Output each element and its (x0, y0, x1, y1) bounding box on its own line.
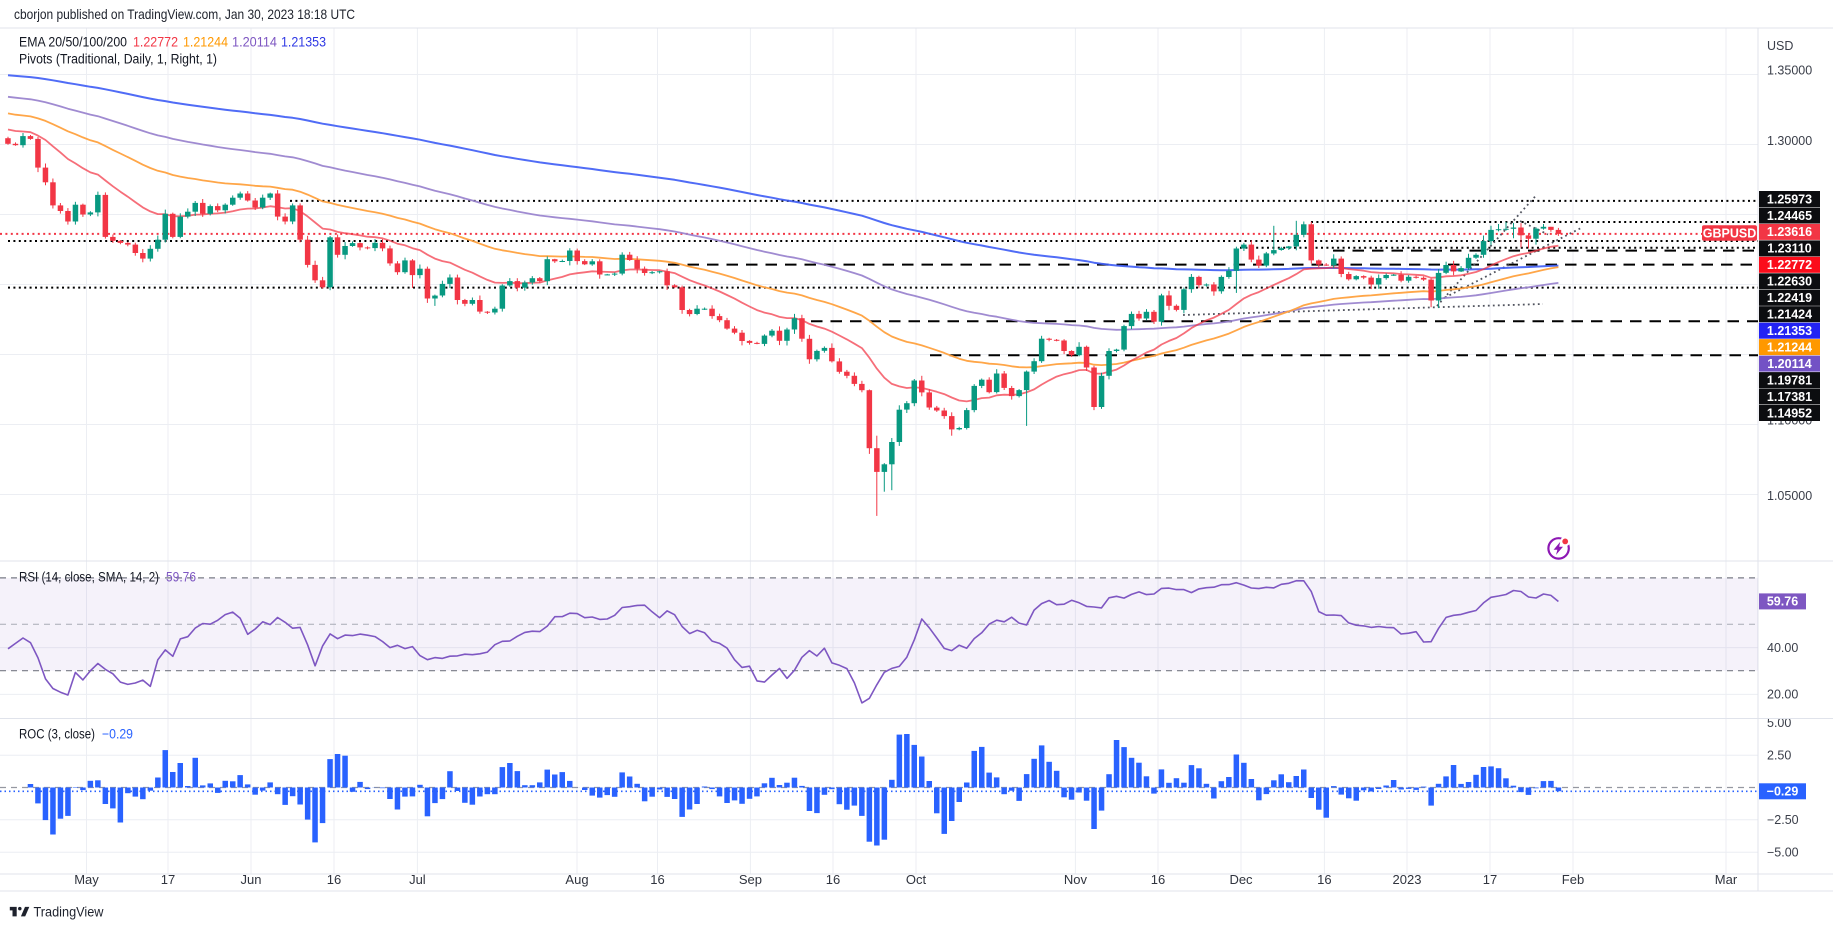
svg-text:May: May (74, 872, 99, 887)
svg-text:1.23616: 1.23616 (1767, 225, 1812, 239)
svg-text:Mar: Mar (1715, 872, 1738, 887)
svg-text:1.22630: 1.22630 (1767, 275, 1812, 289)
svg-text:16: 16 (327, 872, 341, 887)
svg-text:16: 16 (1317, 872, 1331, 887)
svg-text:EMA 20/50/100/200: EMA 20/50/100/200 (19, 35, 127, 50)
svg-text:1.22772: 1.22772 (1767, 258, 1812, 272)
svg-text:1.35000: 1.35000 (1767, 64, 1812, 78)
svg-text:1.21353: 1.21353 (281, 35, 326, 50)
svg-text:1.20114: 1.20114 (1767, 357, 1812, 371)
svg-text:−5.00: −5.00 (1767, 845, 1799, 859)
svg-text:1.25973: 1.25973 (1767, 192, 1812, 206)
svg-text:Aug: Aug (565, 872, 588, 887)
svg-text:Pivots (Traditional, Daily, 1,: Pivots (Traditional, Daily, 1, Right, 1) (19, 52, 217, 67)
svg-text:Jun: Jun (241, 872, 262, 887)
svg-text:2.50: 2.50 (1767, 749, 1791, 763)
svg-text:1.17381: 1.17381 (1767, 390, 1812, 404)
svg-text:1.21424: 1.21424 (1767, 308, 1812, 322)
svg-text:1.23110: 1.23110 (1767, 242, 1812, 256)
svg-text:1.30000: 1.30000 (1767, 134, 1812, 148)
svg-text:1.24465: 1.24465 (1767, 209, 1812, 223)
svg-text:1.05000: 1.05000 (1767, 489, 1812, 503)
svg-text:ROC (3, close): ROC (3, close) (19, 727, 95, 742)
svg-text:1.19781: 1.19781 (1767, 373, 1812, 387)
svg-text:−0.29: −0.29 (1767, 785, 1799, 799)
svg-text:Jul: Jul (409, 872, 426, 887)
svg-text:1.22419: 1.22419 (1767, 291, 1812, 305)
svg-text:GBPUSD: GBPUSD (1703, 226, 1756, 240)
svg-text:Oct: Oct (906, 872, 927, 887)
svg-text:TradingView: TradingView (34, 905, 104, 920)
svg-text:16: 16 (826, 872, 840, 887)
svg-text:−0.29: −0.29 (102, 727, 133, 742)
svg-text:1.21353: 1.21353 (1767, 324, 1812, 338)
svg-text:40.00: 40.00 (1767, 641, 1798, 655)
svg-text:cborjon published on TradingVi: cborjon published on TradingView.com, Ja… (14, 6, 355, 22)
svg-text:2023: 2023 (1393, 872, 1422, 887)
svg-text:17: 17 (1483, 872, 1497, 887)
svg-text:16: 16 (650, 872, 664, 887)
svg-text:USD: USD (1767, 39, 1793, 53)
svg-text:59.76: 59.76 (166, 570, 196, 585)
svg-text:RSI (14, close, SMA, 14, 2): RSI (14, close, SMA, 14, 2) (19, 570, 159, 585)
svg-text:59.76: 59.76 (1767, 595, 1798, 609)
svg-text:1.20114: 1.20114 (232, 35, 277, 50)
svg-text:1.14952: 1.14952 (1767, 406, 1812, 420)
svg-text:Dec: Dec (1229, 872, 1253, 887)
svg-text:20.00: 20.00 (1767, 688, 1798, 702)
svg-text:1.21244: 1.21244 (183, 35, 228, 50)
svg-text:17: 17 (161, 872, 175, 887)
svg-text:Sep: Sep (739, 872, 762, 887)
svg-text:Feb: Feb (1562, 872, 1584, 887)
svg-text:1.21244: 1.21244 (1767, 340, 1812, 354)
svg-text:1.22772: 1.22772 (133, 35, 178, 50)
svg-text:16: 16 (1151, 872, 1165, 887)
svg-text:−2.50: −2.50 (1767, 813, 1799, 827)
svg-text:Nov: Nov (1064, 872, 1088, 887)
